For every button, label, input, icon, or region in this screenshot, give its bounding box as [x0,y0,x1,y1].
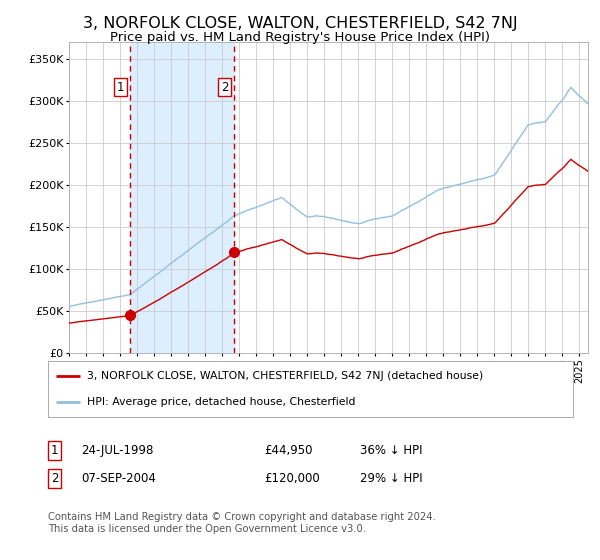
Text: Price paid vs. HM Land Registry's House Price Index (HPI): Price paid vs. HM Land Registry's House … [110,31,490,44]
Text: 2: 2 [51,472,59,486]
Text: £120,000: £120,000 [264,472,320,486]
Text: 36% ↓ HPI: 36% ↓ HPI [360,444,422,458]
Text: 07-SEP-2004: 07-SEP-2004 [81,472,156,486]
Text: 24-JUL-1998: 24-JUL-1998 [81,444,154,458]
Text: £44,950: £44,950 [264,444,313,458]
Text: 29% ↓ HPI: 29% ↓ HPI [360,472,422,486]
Text: 3, NORFOLK CLOSE, WALTON, CHESTERFIELD, S42 7NJ (detached house): 3, NORFOLK CLOSE, WALTON, CHESTERFIELD, … [88,371,484,381]
Text: 1: 1 [51,444,59,458]
Bar [130,42,234,353]
Text: 2: 2 [221,81,228,94]
Text: 3, NORFOLK CLOSE, WALTON, CHESTERFIELD, S42 7NJ: 3, NORFOLK CLOSE, WALTON, CHESTERFIELD, … [83,16,517,31]
Text: 1: 1 [116,81,124,94]
Text: HPI: Average price, detached house, Chesterfield: HPI: Average price, detached house, Ches… [88,397,356,407]
Text: Contains HM Land Registry data © Crown copyright and database right 2024.
This d: Contains HM Land Registry data © Crown c… [48,512,436,534]
